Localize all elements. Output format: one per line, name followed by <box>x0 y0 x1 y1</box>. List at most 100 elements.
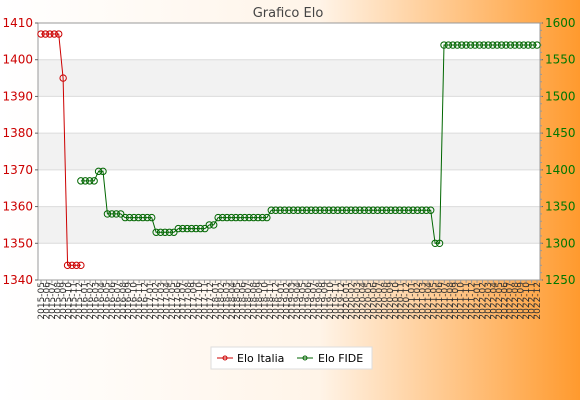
x-tick-label: 2016-09 <box>124 282 134 320</box>
x-tick-label: 2022-07 <box>506 282 516 320</box>
series-point-1 <box>272 206 280 214</box>
x-tick-label: 2018-02 <box>217 282 227 320</box>
x-tick-label: 2019-06 <box>304 282 314 320</box>
series-point-1 <box>254 213 262 222</box>
series-point-1 <box>351 206 360 214</box>
series-point-1 <box>528 41 537 49</box>
x-tick-label: 2015-05 <box>37 282 47 320</box>
series-point-1 <box>524 41 532 49</box>
series-point-1 <box>311 206 320 214</box>
series-point-1 <box>365 206 373 214</box>
series-point-1 <box>533 41 541 49</box>
series-point-1 <box>480 41 488 49</box>
x-tick-label: 2016-08 <box>119 282 129 320</box>
series-point-1 <box>356 206 364 214</box>
chart-title: Grafico Elo <box>253 6 324 21</box>
series-point-1 <box>294 206 302 214</box>
x-tick-label: 2020-01 <box>342 282 352 320</box>
series-point-1 <box>458 41 466 49</box>
series-point-0 <box>41 30 50 38</box>
series-point-1 <box>99 167 107 176</box>
x-tick-label: 2015-11 <box>70 282 80 320</box>
series-point-1 <box>320 206 329 214</box>
x-tick-label: 2015-09 <box>59 282 69 320</box>
x-tick-label: 2020-05 <box>364 282 374 320</box>
series-point-1 <box>502 41 510 49</box>
series-point-1 <box>462 41 470 49</box>
series-point-1 <box>484 41 492 49</box>
x-tick-label: 2018-08 <box>250 282 260 320</box>
series-point-0 <box>77 261 85 270</box>
series-point-1 <box>236 213 244 222</box>
series-point-1 <box>418 206 426 214</box>
series-point-0 <box>68 261 76 270</box>
legend-label-elo-fide: Elo FIDE <box>318 352 363 365</box>
y-right-tick-label: 1500 <box>545 89 576 103</box>
x-tick-label: 2020-11 <box>397 282 407 320</box>
series-point-1 <box>165 228 174 236</box>
x-tick-label: 2015-08 <box>53 282 63 320</box>
series-line-0 <box>41 33 81 266</box>
series-point-1 <box>263 213 271 222</box>
legend-label-elo-italia: Elo Italia <box>237 352 284 365</box>
x-tick-label: 2016-01 <box>81 282 91 320</box>
x-tick-label: 2017-07 <box>179 282 189 320</box>
series-point-1 <box>382 206 391 214</box>
x-tick-label: 2022-02 <box>478 282 488 320</box>
x-tick-label: 2021-02 <box>413 282 423 320</box>
series-point-1 <box>192 224 200 233</box>
legend-box <box>210 346 373 370</box>
series-point-1 <box>409 206 417 214</box>
series-point-1 <box>325 206 333 214</box>
x-tick-label: 2022-01 <box>473 282 483 320</box>
series-point-1 <box>223 213 231 222</box>
y-left-tick-label: 1400 <box>2 53 33 67</box>
x-tick-label: 2016-12 <box>141 282 151 320</box>
y-right-tick-label: 1350 <box>545 200 576 214</box>
series-point-0 <box>55 30 63 38</box>
series-point-1 <box>449 41 457 49</box>
series-point-1 <box>214 213 222 222</box>
grid-band <box>38 133 540 170</box>
series-point-1 <box>303 206 311 214</box>
grid-band <box>38 59 540 97</box>
series-point-0 <box>50 30 58 38</box>
x-tick-label: 2016-03 <box>92 282 102 320</box>
x-tick-label: 2019-07 <box>310 282 320 320</box>
x-tick-label: 2021-11 <box>462 282 472 320</box>
series-point-1 <box>90 177 98 185</box>
x-tick-label: 2015-12 <box>75 282 85 320</box>
y-left-tick-label: 1390 <box>2 89 33 103</box>
x-tick-label: 2018-12 <box>271 282 281 320</box>
x-tick-label: 2019-03 <box>288 282 298 320</box>
x-tick-label: 2017-12 <box>206 282 216 320</box>
series-point-1 <box>298 206 306 214</box>
series-point-1 <box>227 213 236 222</box>
series-point-1 <box>210 221 218 229</box>
x-tick-label: 2017-10 <box>195 282 205 320</box>
series-point-1 <box>241 213 249 222</box>
y-right-tick-label: 1550 <box>545 53 576 67</box>
x-tick-label: 2022-04 <box>489 282 499 320</box>
series-point-1 <box>329 206 337 214</box>
series-point-1 <box>515 41 523 49</box>
x-tick-label: 2021-05 <box>429 282 439 320</box>
x-tick-label: 2021-09 <box>451 282 461 320</box>
series-point-1 <box>373 206 382 214</box>
x-tick-label: 2018-05 <box>233 282 243 320</box>
series-point-1 <box>347 206 355 214</box>
x-tick-label: 2017-08 <box>184 282 194 320</box>
y-left-tick-label: 1360 <box>2 200 33 214</box>
x-tick-label: 2016-05 <box>102 282 112 320</box>
series-point-1 <box>258 213 267 222</box>
series-point-0 <box>37 30 45 38</box>
y-right-tick-label: 1600 <box>545 16 576 30</box>
series-point-1 <box>391 206 399 214</box>
x-tick-label: 2019-02 <box>282 282 292 320</box>
x-tick-label: 2019-12 <box>337 282 347 320</box>
x-tick-label: 2020-04 <box>359 282 369 320</box>
legend-marker-elo-italia <box>222 355 228 361</box>
series-point-0 <box>63 261 72 270</box>
x-tick-label: 2018-11 <box>266 282 276 320</box>
